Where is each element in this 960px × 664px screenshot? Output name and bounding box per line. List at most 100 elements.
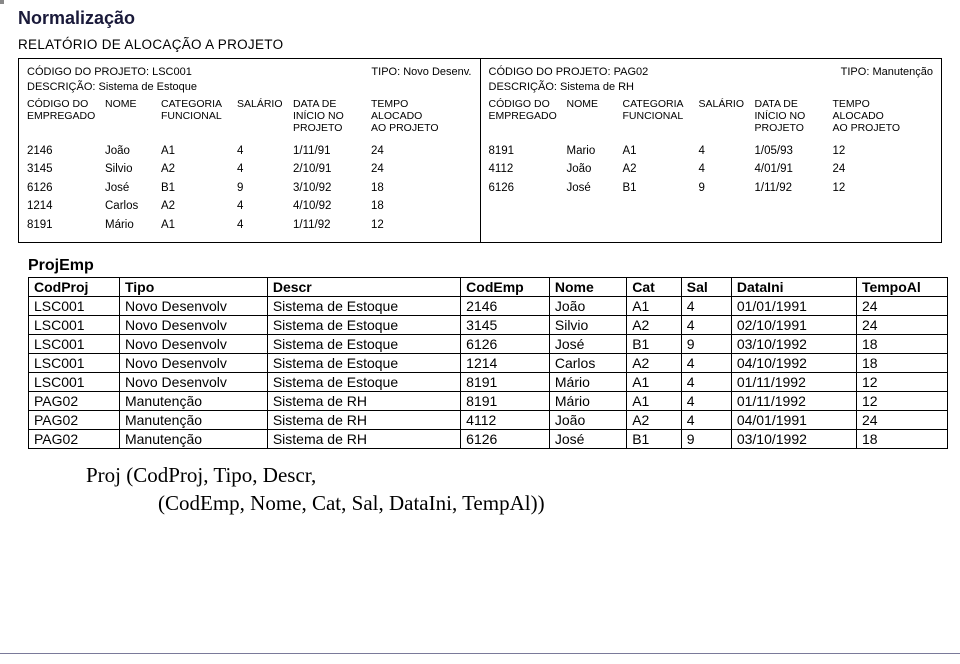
- report-cell: 3145: [27, 160, 105, 178]
- report-cell: 4: [699, 142, 755, 160]
- report-cell: 1214: [27, 197, 105, 215]
- report-row: 4112JoãoA244/01/9124: [489, 160, 934, 178]
- table-cell: 4: [681, 410, 731, 429]
- table-cell: 4: [681, 372, 731, 391]
- report-cell: 1/11/92: [755, 179, 833, 197]
- table-cell: Sistema de RH: [267, 391, 460, 410]
- table-cell: 4: [681, 296, 731, 315]
- table-header: TempoAl: [856, 277, 947, 296]
- report-row: 2146JoãoA141/11/9124: [27, 142, 472, 160]
- table-cell: LSC001: [29, 334, 120, 353]
- table-cell: 8191: [461, 372, 550, 391]
- table-cell: 04/01/1991: [731, 410, 856, 429]
- table-cell: A2: [627, 315, 682, 334]
- table-cell: 03/10/1992: [731, 334, 856, 353]
- report-cell: B1: [623, 179, 699, 197]
- report-b: CÓDIGO DO PROJETO: PAG02 TIPO: Manutençã…: [481, 59, 942, 242]
- table-cell: Sistema de RH: [267, 410, 460, 429]
- report-cell: 24: [371, 142, 411, 160]
- report-cell: A2: [161, 160, 237, 178]
- table-header: Tipo: [119, 277, 267, 296]
- table-cell: João: [549, 410, 626, 429]
- table-cell: 4: [681, 315, 731, 334]
- report-cell: 4/01/91: [755, 160, 833, 178]
- table-header: Descr: [267, 277, 460, 296]
- table-cell: Carlos: [549, 353, 626, 372]
- table-cell: Novo Desenvolv: [119, 353, 267, 372]
- table-row: LSC001Novo DesenvolvSistema de Estoque31…: [29, 315, 948, 334]
- table-cell: LSC001: [29, 315, 120, 334]
- table-cell: LSC001: [29, 296, 120, 315]
- page-title: Normalização: [18, 8, 942, 29]
- rep-b-cod: CÓDIGO DO PROJETO: PAG02: [489, 65, 649, 80]
- table-header: CodProj: [29, 277, 120, 296]
- report-cell: 6126: [27, 179, 105, 197]
- table-row: LSC001Novo DesenvolvSistema de Estoque12…: [29, 353, 948, 372]
- table-cell: 6126: [461, 334, 550, 353]
- table-cell: 04/10/1992: [731, 353, 856, 372]
- table-cell: 3145: [461, 315, 550, 334]
- table-cell: Sistema de Estoque: [267, 353, 460, 372]
- table-header: Nome: [549, 277, 626, 296]
- report-cell: João: [567, 160, 623, 178]
- report-cell: A2: [161, 197, 237, 215]
- table-cell: 24: [856, 410, 947, 429]
- table-row: PAG02ManutençãoSistema de RH4112JoãoA240…: [29, 410, 948, 429]
- report-cell: Mário: [105, 216, 161, 234]
- table-row: LSC001Novo DesenvolvSistema de Estoque61…: [29, 334, 948, 353]
- table-cell: 03/10/1992: [731, 429, 856, 448]
- report-cell: 4: [699, 160, 755, 178]
- table-cell: 8191: [461, 391, 550, 410]
- table-cell: LSC001: [29, 372, 120, 391]
- table-header: Sal: [681, 277, 731, 296]
- table-cell: A1: [627, 372, 682, 391]
- schema-line2: (CodEmp, Nome, Cat, Sal, DataIni, TempAl…: [158, 489, 942, 517]
- table-cell: 01/11/1992: [731, 372, 856, 391]
- report-cell: 1/05/93: [755, 142, 833, 160]
- table-cell: Sistema de RH: [267, 429, 460, 448]
- table-row: PAG02ManutençãoSistema de RH8191MárioA14…: [29, 391, 948, 410]
- table-cell: José: [549, 334, 626, 353]
- report-cell: B1: [161, 179, 237, 197]
- report-cell: A1: [161, 216, 237, 234]
- table-cell: Novo Desenvolv: [119, 334, 267, 353]
- table-cell: Novo Desenvolv: [119, 296, 267, 315]
- table-cell: José: [549, 429, 626, 448]
- report-cell: 1/11/92: [293, 216, 371, 234]
- rep-b-desc: DESCRIÇÃO: Sistema de RH: [489, 80, 934, 95]
- table-cell: 9: [681, 429, 731, 448]
- rep-a-tipo: TIPO: Novo Desenv.: [371, 65, 471, 80]
- table-cell: 18: [856, 334, 947, 353]
- report-row: 1214CarlosA244/10/9218: [27, 197, 472, 215]
- report-cell: João: [105, 142, 161, 160]
- table-cell: 18: [856, 429, 947, 448]
- table-cell: 18: [856, 353, 947, 372]
- report-cell: 24: [371, 160, 411, 178]
- report-cell: 4112: [489, 160, 567, 178]
- report-cell: 8191: [27, 216, 105, 234]
- report-cell: 24: [833, 160, 873, 178]
- report-cell: José: [567, 179, 623, 197]
- table-cell: B1: [627, 429, 682, 448]
- report-row: 6126JoséB193/10/9218: [27, 179, 472, 197]
- table-cell: PAG02: [29, 429, 120, 448]
- report-a: CÓDIGO DO PROJETO: LSC001 TIPO: Novo Des…: [19, 59, 481, 242]
- report-cell: 1/11/91: [293, 142, 371, 160]
- table-cell: 24: [856, 315, 947, 334]
- report-cell: 12: [833, 142, 873, 160]
- table-cell: B1: [627, 334, 682, 353]
- report-cell: 2/10/91: [293, 160, 371, 178]
- report-cell: José: [105, 179, 161, 197]
- table-cell: Sistema de Estoque: [267, 315, 460, 334]
- report-cell: 4/10/92: [293, 197, 371, 215]
- table-cell: A2: [627, 353, 682, 372]
- table-cell: 24: [856, 296, 947, 315]
- table-cell: Sistema de Estoque: [267, 334, 460, 353]
- rep-b-rows: 8191MarioA141/05/93124112JoãoA244/01/912…: [489, 142, 934, 197]
- projemp-table: CodProjTipoDescrCodEmpNomeCatSalDataIniT…: [28, 277, 948, 449]
- table-cell: A1: [627, 391, 682, 410]
- table-cell: 2146: [461, 296, 550, 315]
- table-cell: Manutenção: [119, 391, 267, 410]
- table-cell: PAG02: [29, 391, 120, 410]
- table-cell: Novo Desenvolv: [119, 372, 267, 391]
